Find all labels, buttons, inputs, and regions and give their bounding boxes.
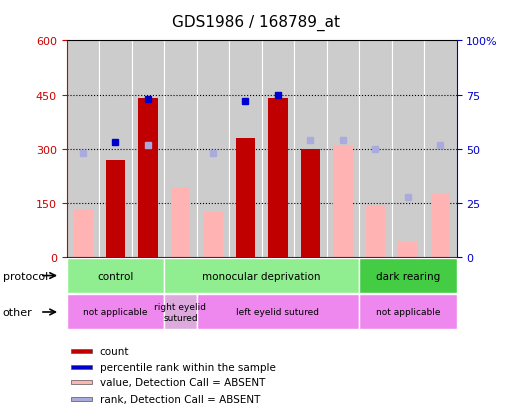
Bar: [164, 41, 196, 258]
Bar: [262, 41, 294, 258]
Bar: [424, 41, 457, 258]
Text: not applicable: not applicable: [83, 308, 148, 317]
Bar: [359, 295, 457, 330]
Bar: [235, 139, 255, 258]
Bar: [67, 41, 99, 258]
Text: right eyelid
sutured: right eyelid sutured: [154, 303, 206, 322]
Text: GDS1986 / 168789_at: GDS1986 / 168789_at: [172, 14, 341, 31]
Text: percentile rank within the sample: percentile rank within the sample: [100, 362, 275, 372]
Bar: [196, 41, 229, 258]
Text: monocular deprivation: monocular deprivation: [203, 271, 321, 281]
Bar: [71, 380, 92, 384]
Bar: [164, 259, 359, 293]
Bar: [203, 213, 223, 258]
Text: not applicable: not applicable: [376, 308, 440, 317]
Text: protocol: protocol: [3, 271, 48, 281]
Bar: [333, 146, 352, 258]
Bar: [171, 188, 190, 258]
Bar: [268, 99, 288, 258]
Bar: [327, 41, 359, 258]
Text: other: other: [3, 307, 32, 317]
Text: left eyelid sutured: left eyelid sutured: [236, 308, 320, 317]
Bar: [430, 195, 450, 258]
Text: rank, Detection Call = ABSENT: rank, Detection Call = ABSENT: [100, 394, 260, 404]
Bar: [73, 209, 93, 258]
Bar: [71, 397, 92, 401]
Text: count: count: [100, 347, 129, 356]
Text: value, Detection Call = ABSENT: value, Detection Call = ABSENT: [100, 377, 265, 387]
Bar: [106, 160, 125, 258]
Bar: [71, 365, 92, 369]
Bar: [164, 295, 196, 330]
Text: control: control: [97, 271, 133, 281]
Bar: [138, 99, 157, 258]
Bar: [229, 41, 262, 258]
Bar: [99, 41, 132, 258]
Bar: [359, 41, 391, 258]
Bar: [67, 259, 164, 293]
Bar: [71, 349, 92, 353]
Bar: [398, 242, 418, 258]
Bar: [196, 295, 359, 330]
Bar: [301, 150, 320, 258]
Bar: [359, 259, 457, 293]
Bar: [294, 41, 327, 258]
Bar: [391, 41, 424, 258]
Bar: [132, 41, 164, 258]
Bar: [67, 295, 164, 330]
Text: dark rearing: dark rearing: [376, 271, 440, 281]
Bar: [366, 205, 385, 258]
